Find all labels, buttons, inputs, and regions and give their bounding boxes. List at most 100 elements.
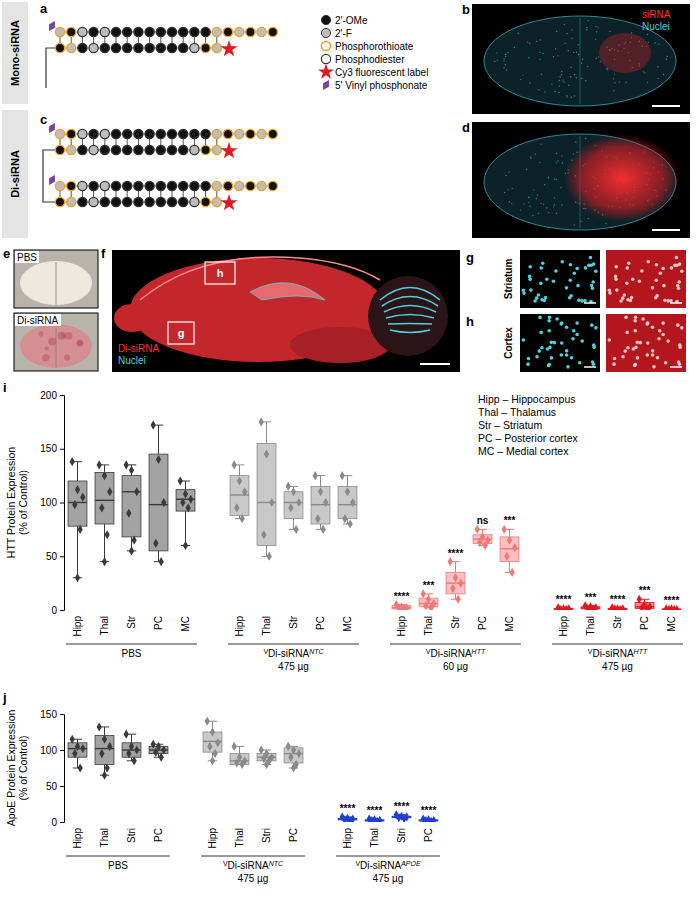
y-tick-mark <box>60 822 64 823</box>
nucleus <box>547 319 551 323</box>
duplex <box>46 19 277 56</box>
y-tick-mark <box>60 449 64 450</box>
data-point <box>237 476 242 485</box>
x-tick-label: Hipp <box>207 828 218 849</box>
cerebellum-fold <box>382 297 438 307</box>
nuclei-texture <box>529 82 530 83</box>
row-label-box <box>2 2 28 104</box>
nucleus <box>565 286 569 290</box>
data-point <box>232 742 237 751</box>
panel-letter: c <box>40 112 47 127</box>
data-point <box>291 763 296 772</box>
nuclei-texture <box>505 64 506 65</box>
y-tick: 0 <box>51 817 64 828</box>
nucleotide <box>55 27 64 36</box>
plot-marks <box>68 417 681 610</box>
nucleotide <box>78 129 87 138</box>
region-legend-entry: Hipp – Hippocampus <box>478 393 575 405</box>
whisker-high <box>77 462 78 481</box>
nucleotide <box>257 181 266 190</box>
nucleus <box>568 279 572 283</box>
data-point <box>151 421 156 430</box>
nucleotide <box>223 181 232 190</box>
base-pair <box>104 37 105 43</box>
nuclei-texture <box>607 69 608 70</box>
significance-label: **** <box>556 594 572 605</box>
nucleus-merge <box>645 353 649 357</box>
nuclei-texture <box>529 206 530 207</box>
nucleus <box>590 284 594 288</box>
vinyl-phosphonate <box>46 19 57 32</box>
data-point <box>156 455 161 464</box>
nucleus-merge <box>670 266 674 270</box>
nucleotide <box>190 27 199 36</box>
nucleus-merge <box>625 282 629 286</box>
duplex <box>46 121 277 158</box>
nuclei-texture <box>507 52 508 53</box>
whisker-high <box>455 562 456 573</box>
scale-bar <box>420 363 450 365</box>
nucleotide <box>145 129 154 138</box>
x-tick: Hipp <box>72 828 83 849</box>
nucleus-merge <box>646 341 650 345</box>
data-point <box>402 604 407 610</box>
y-tick: 0 <box>51 605 64 616</box>
data-point <box>153 748 158 757</box>
legend-symbol <box>321 54 330 63</box>
nucleus-merge <box>680 269 684 273</box>
base-pair <box>205 191 206 197</box>
x-tick-label: MC <box>666 616 677 632</box>
data-point <box>97 722 102 731</box>
nucleotide <box>156 181 165 190</box>
whisker-low <box>320 524 321 529</box>
group-label: PBS <box>108 860 128 871</box>
cy3-label <box>220 194 237 210</box>
brain <box>20 324 92 368</box>
nucleotide <box>167 27 176 36</box>
nuclei-texture <box>598 56 599 57</box>
y-tick-mark <box>60 556 64 557</box>
whisker-low <box>266 546 267 557</box>
base-pair <box>71 139 72 145</box>
nucleus <box>575 333 579 337</box>
duplex <box>46 173 277 210</box>
base-pair <box>172 37 173 43</box>
photo-texture <box>58 332 66 340</box>
nucleus <box>572 329 576 333</box>
image-bg <box>112 250 460 372</box>
nucleus <box>594 326 598 330</box>
nuclei-texture <box>542 53 543 54</box>
nucleus-merge <box>636 341 640 345</box>
nuclei-texture <box>606 68 607 69</box>
x-tick: Stri <box>261 828 272 843</box>
data-point <box>350 498 355 507</box>
nucleotide <box>167 197 176 206</box>
nucleus-merge <box>608 291 612 295</box>
y-tick: 150 <box>40 443 64 454</box>
nuclei-texture <box>562 79 563 80</box>
nucleus <box>535 296 539 300</box>
group-label-superscript: HTT <box>472 648 486 655</box>
nucleotide <box>89 145 98 154</box>
significance-label: *** <box>585 592 597 603</box>
nucleus-merge <box>651 325 655 329</box>
data-point <box>107 487 112 496</box>
base-pair <box>116 191 117 197</box>
nucleus <box>527 357 531 361</box>
nucleotide <box>78 27 87 36</box>
whisker-low <box>158 551 159 562</box>
image-label: Nuclei <box>642 21 670 32</box>
nucleus <box>559 353 563 357</box>
legend-label: 5' Vinyl phosphonate <box>335 80 428 91</box>
box <box>68 743 87 757</box>
group-label-name: PBS <box>108 860 128 871</box>
nucleus-merge <box>633 364 637 368</box>
base-pair <box>82 37 83 43</box>
significance-label: *** <box>504 515 516 526</box>
cerebellum-fold <box>384 306 436 313</box>
legend-symbol <box>318 64 334 79</box>
nuclei-texture <box>648 42 649 43</box>
panel-letter: d <box>462 120 470 135</box>
nucleus <box>591 360 595 364</box>
nucleus-merge <box>661 267 665 271</box>
